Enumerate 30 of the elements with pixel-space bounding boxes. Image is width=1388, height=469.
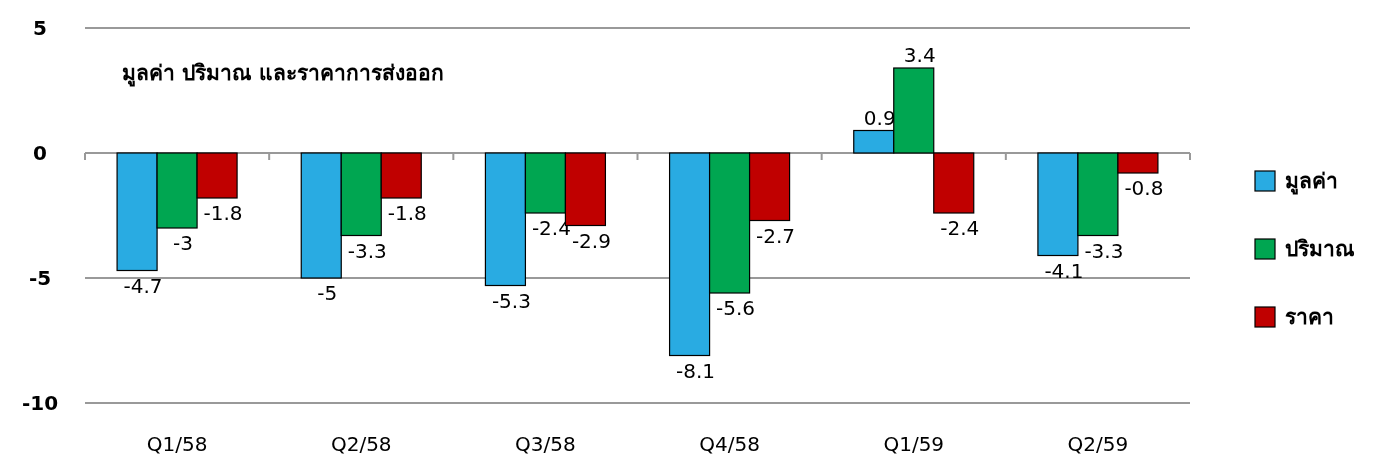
x-tick-label: Q1/59 xyxy=(883,432,945,456)
y-tick-label: 0 xyxy=(33,141,47,165)
y-tick-label: -5 xyxy=(28,266,52,290)
data-label: -3.3 xyxy=(1084,238,1124,263)
data-label: -1.8 xyxy=(387,201,427,225)
x-tick-label: Q2/58 xyxy=(330,432,392,456)
data-label: 3.4 xyxy=(903,43,936,67)
x-tick-label: Q3/58 xyxy=(515,432,576,456)
x-tick-label: Q1/58 xyxy=(146,432,208,456)
data-label: -4.1 xyxy=(1044,258,1084,283)
data-label: -1.8 xyxy=(203,201,243,225)
x-tick-label: Q2/59 xyxy=(1067,432,1129,456)
data-label: -5.6 xyxy=(716,296,756,320)
data-label: -2.9 xyxy=(571,228,611,253)
data-label: -2.4 xyxy=(940,216,980,240)
data-label: -8.1 xyxy=(676,358,716,383)
text: มูลค่า ปริมาณ และราคาการส่งออก xyxy=(122,61,444,87)
data-label: -5 xyxy=(317,281,338,305)
y-tick-label: 5 xyxy=(33,16,47,40)
x-tick-label: Q4/58 xyxy=(699,432,760,456)
data-label: -0.8 xyxy=(1124,176,1164,200)
legend-label: ราคา xyxy=(1285,305,1334,329)
data-label: -5.3 xyxy=(491,288,531,313)
data-label: -2.7 xyxy=(756,223,796,248)
legend-label: ปริมาณ xyxy=(1285,237,1355,261)
data-label: -3 xyxy=(173,231,194,255)
data-label: -4.7 xyxy=(123,273,163,298)
legend-label: มูลค่า xyxy=(1285,169,1338,195)
y-tick-label: -10 xyxy=(21,391,59,415)
data-label: -3.3 xyxy=(347,238,387,263)
